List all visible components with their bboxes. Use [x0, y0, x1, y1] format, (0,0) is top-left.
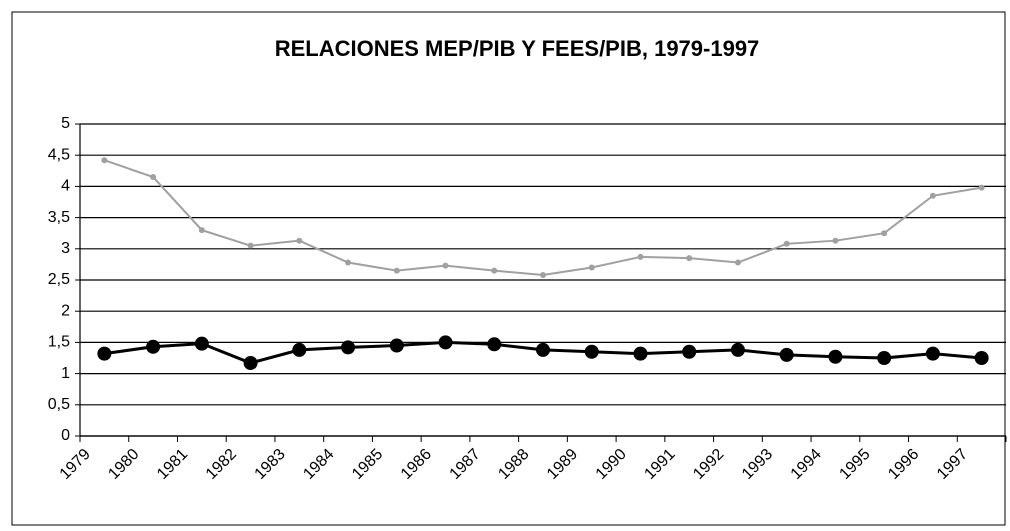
data-point [686, 255, 693, 262]
data-point [682, 344, 697, 359]
data-point [341, 340, 356, 355]
chart-border [11, 11, 1006, 526]
data-point [974, 351, 989, 365]
y-tick-label: 3,5 [48, 209, 70, 226]
data-point [877, 351, 892, 365]
data-point [637, 253, 644, 260]
y-tick-label: 0 [61, 427, 70, 444]
data-point [389, 338, 404, 353]
data-point [832, 237, 839, 244]
data-point [292, 342, 307, 357]
data-point [978, 184, 985, 191]
data-point [491, 267, 498, 274]
data-point [734, 259, 741, 266]
chart-title: RELACIONES MEP/PIB Y FEES/PIB, 1979-1997 [275, 36, 760, 61]
data-point [633, 346, 648, 361]
data-point [101, 157, 108, 164]
data-point [150, 174, 157, 181]
data-point [730, 342, 745, 357]
y-tick-label: 2,5 [48, 271, 70, 288]
data-point [243, 355, 258, 370]
data-point [588, 264, 595, 271]
y-tick-label: 3 [61, 240, 70, 257]
data-point [442, 262, 449, 269]
data-point [146, 339, 161, 354]
y-tick-label: 1,5 [48, 334, 70, 351]
data-point [536, 342, 550, 357]
data-point [925, 346, 940, 361]
data-point [783, 240, 790, 247]
data-point [296, 237, 303, 244]
data-point [393, 267, 400, 274]
data-point [487, 337, 502, 352]
data-point [779, 347, 794, 362]
y-tick-label: 1 [61, 365, 70, 382]
data-point [97, 346, 112, 361]
data-point [438, 335, 453, 350]
data-point [247, 242, 254, 249]
y-tick-label: 0,5 [48, 396, 70, 413]
y-tick-label: 2 [61, 302, 70, 319]
data-point [194, 336, 209, 351]
data-point [198, 227, 205, 234]
data-point [929, 192, 936, 199]
data-point [345, 259, 352, 266]
data-point [881, 230, 888, 237]
data-point [584, 344, 599, 359]
y-tick-label: 4 [61, 178, 70, 195]
data-point [828, 349, 843, 364]
y-tick-label: 4,5 [48, 146, 70, 163]
data-point [540, 272, 546, 279]
y-tick-label: 5 [61, 115, 70, 132]
